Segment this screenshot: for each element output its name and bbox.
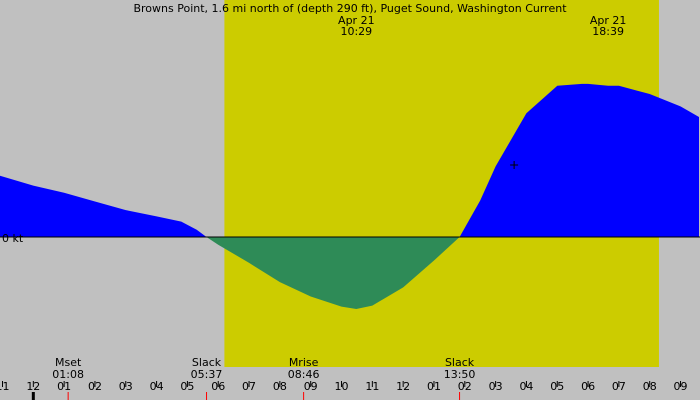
x-tick-label: 05 — [550, 380, 564, 393]
header-time-label: 18:39 — [592, 25, 624, 38]
x-tick-label: 02 — [88, 380, 102, 393]
event-name-label: Slack — [192, 356, 222, 369]
x-tick-label: 07 — [242, 380, 256, 393]
zero-label: 0 kt — [2, 232, 24, 245]
event-name-label: Slack — [445, 356, 475, 369]
x-tick-label: 05 — [180, 380, 194, 393]
x-tick-label: 11 — [365, 380, 379, 393]
chart-title: Browns Point, 1.6 mi north of (depth 290… — [133, 2, 567, 15]
flood-area — [0, 175, 207, 237]
event-time-label: 05:37 — [191, 368, 223, 381]
x-tick-label: 08 — [273, 380, 287, 393]
x-tick-label: 09 — [304, 380, 318, 393]
x-tick-label: 04 — [519, 380, 533, 393]
header-time-label: 10:29 — [340, 25, 372, 38]
x-tick-label: 01 — [427, 380, 441, 393]
x-tick-label: 09 — [674, 380, 688, 393]
x-tick-label: 03 — [119, 380, 133, 393]
header-date-label: Apr 21 — [590, 14, 627, 27]
event-name-label: Mrise — [289, 356, 319, 369]
x-tick-label: 06 — [581, 380, 595, 393]
x-tick-label: 11 — [0, 380, 10, 393]
event-time-label: 13:50 — [444, 368, 476, 381]
x-tick-label: 01 — [57, 380, 71, 393]
x-tick-label: 03 — [489, 380, 503, 393]
x-tick-label: 12 — [396, 380, 410, 393]
x-axis-ticks: 11 12 01 02 03 04 05 06 07 08 09 10 11 12 01 02 03 04 05 06… — [0, 380, 688, 400]
event-time-label: 01:08 — [52, 368, 84, 381]
x-tick-label: 07 — [612, 380, 626, 393]
x-tick-label: 04 — [150, 380, 164, 393]
event-name-label: Mset — [55, 356, 82, 369]
now-marker — [510, 161, 519, 169]
event-time-label: 08:46 — [288, 368, 320, 381]
x-tick-label: 10 — [335, 380, 349, 393]
ebb-area — [206, 237, 460, 309]
x-tick-label: 08 — [643, 380, 657, 393]
header-date-label: Apr 21 — [338, 14, 375, 27]
x-tick-label: 02 — [458, 380, 472, 393]
x-tick-label: 12 — [26, 380, 40, 393]
current-areas — [0, 83, 699, 309]
flood-area — [459, 83, 699, 238]
x-tick-label: 06 — [211, 380, 225, 393]
